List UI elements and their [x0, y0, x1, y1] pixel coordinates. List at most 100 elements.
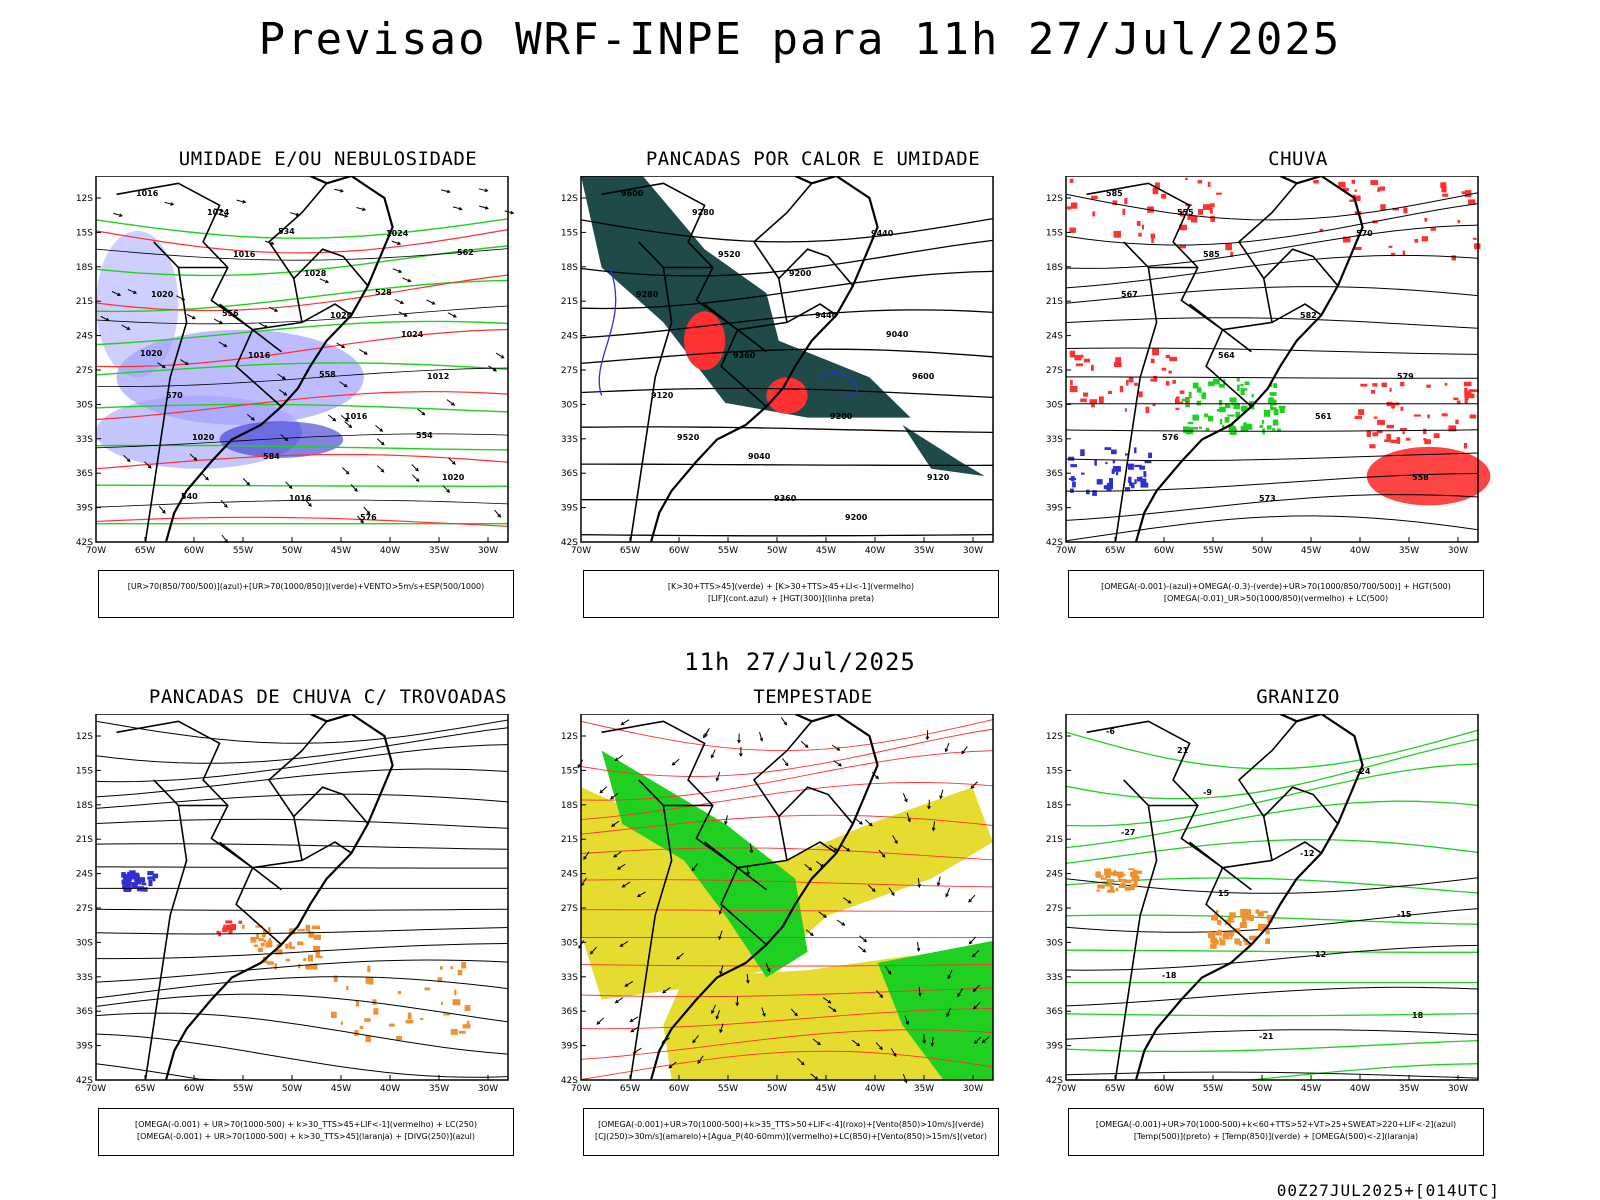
rain-area: [1185, 177, 1188, 180]
wind-vector: [164, 201, 174, 206]
omega-area: [1130, 884, 1135, 891]
map-layer: 58558558257957657357056756456155855512S1…: [1046, 176, 1491, 556]
omega-area: [1118, 879, 1127, 882]
map-layer: 9600 9520 9440 9600 9520 9360 9440 9280 9360 9200…: [561, 176, 994, 556]
wind-vector: [968, 894, 976, 903]
divergence-area: [121, 872, 126, 878]
omega-area: [1217, 929, 1222, 936]
wind-vector: [251, 417, 256, 421]
wind-vector: [453, 314, 457, 318]
wind-vector: [784, 762, 789, 767]
lat-tick-label: 27S: [561, 904, 578, 914]
legend-line: [OMEGA(-0.001)-(azul)+OMEGA(-0.3)-(verde…: [1101, 582, 1451, 591]
panel-umidade: UMIDADE E/OU NEBULOSIDADE 1016 1016 1020 10…: [66, 148, 586, 628]
temp-850-contour: [1065, 800, 1479, 849]
wind-vector: [822, 997, 831, 1004]
lat-tick-label: 27S: [76, 366, 93, 376]
wind-vector: [599, 789, 604, 794]
contour-label: 9280: [636, 290, 659, 299]
contour-label: 579: [1397, 372, 1414, 381]
streamline: [1065, 347, 1479, 355]
wind-vector: [304, 499, 312, 507]
omega-area: [1080, 449, 1085, 456]
streamline: [95, 927, 509, 935]
map-background: [1066, 714, 1478, 1080]
wind-vector: [380, 441, 385, 446]
rain-area: [1413, 414, 1421, 417]
country-border: [252, 303, 352, 331]
omega-area: [1205, 427, 1210, 431]
lat-tick-label: 39S: [1046, 504, 1063, 514]
instability-area: [297, 928, 305, 932]
instability-area: [313, 945, 320, 953]
wind-vector: [421, 411, 426, 416]
legend-line: [Temp(500)](preto) + [Temp(850)](verde) …: [1133, 1132, 1419, 1141]
rain-area: [1207, 181, 1211, 187]
humidity-contour: [95, 362, 509, 376]
legend-line: [K>30+TTS>45](verde) + [K>30+TTS>45+LI<-…: [667, 582, 915, 591]
wind-vector: [800, 1061, 805, 1066]
divergence-area: [134, 879, 141, 882]
omega-area: [1259, 424, 1264, 428]
streamline: [95, 727, 509, 764]
omega-area: [1240, 388, 1245, 395]
omega-area: [1239, 940, 1242, 946]
wind-vector: [904, 798, 908, 803]
country-border: [1189, 841, 1252, 946]
rain-area: [1179, 245, 1186, 249]
wind-vector: [495, 352, 504, 359]
wind-vector: [118, 213, 124, 217]
rain-area: [1342, 187, 1349, 192]
divergence-area: [137, 877, 146, 882]
instability-area: [346, 985, 349, 991]
rain-area: [1134, 382, 1138, 386]
lon-tick-label: 40W: [865, 1084, 885, 1094]
omega-area: [1128, 476, 1132, 483]
legend-line: [OMEGA(-0.001)+UR>70(1000-500)+k>35_TTS>…: [598, 1120, 984, 1129]
wind-vector: [246, 414, 255, 421]
wind-vector: [922, 1040, 927, 1045]
wind-vector: [452, 206, 462, 210]
rain-area: [1136, 221, 1141, 226]
wind-vector: [668, 1061, 677, 1069]
wind-vector: [218, 341, 227, 347]
streamline: [1065, 203, 1479, 246]
contour-label: 9200: [845, 513, 868, 522]
instability-area: [263, 939, 267, 943]
panel-title: TEMPESTADE: [753, 686, 873, 708]
lon-tick-label: 55W: [233, 546, 253, 556]
contour-label: 9040: [748, 452, 771, 461]
lat-tick-label: 21S: [1046, 835, 1063, 845]
legend-pancadas-calor: [K>30+TTS>45](verde) + [K>30+TTS>45+LI<-…: [583, 570, 999, 618]
rain-area: [1464, 443, 1468, 449]
omega-area: [1210, 937, 1213, 943]
omega-area: [1100, 877, 1107, 880]
omega-area: [1113, 466, 1121, 472]
streamline: [95, 959, 509, 983]
rain-area: [1464, 397, 1468, 404]
rain-area: [1202, 204, 1211, 210]
lon-tick-label: 70W: [86, 1084, 106, 1094]
omega-area: [1265, 930, 1270, 935]
rain-area: [1112, 200, 1118, 206]
wind-vector: [973, 1040, 978, 1045]
omega-area: [1117, 871, 1124, 878]
streamline: [95, 793, 509, 809]
lifted-index-area: [766, 377, 808, 414]
contour-label: 1024: [386, 229, 409, 238]
rain-area: [1191, 215, 1198, 223]
wind-vector: [868, 884, 876, 892]
country-border: [1222, 841, 1322, 869]
lon-tick-label: 50W: [1252, 1084, 1272, 1094]
lon-tick-label: 65W: [1105, 1084, 1125, 1094]
instability-area: [450, 1028, 458, 1035]
wind-vector: [711, 1004, 716, 1014]
omega-area: [1105, 461, 1108, 465]
severe-area: [225, 920, 233, 924]
omega-area: [1135, 870, 1142, 874]
streamline: [95, 976, 509, 999]
wind-vector: [284, 437, 289, 442]
streamline: [580, 750, 994, 801]
lon-tick-label: 50W: [1252, 546, 1272, 556]
rain-area: [1377, 187, 1380, 193]
